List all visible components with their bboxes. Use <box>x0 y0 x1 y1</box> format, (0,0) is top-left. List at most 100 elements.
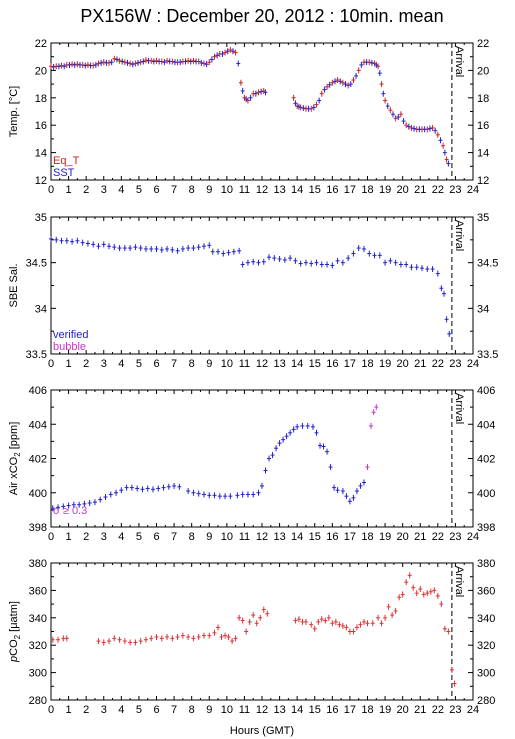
x-tick-label: 16 <box>326 531 338 543</box>
x-tick-label: 18 <box>361 531 373 543</box>
series-eq-t <box>49 46 449 163</box>
x-tick-label: 16 <box>326 184 338 196</box>
x-tick-label: 16 <box>326 704 338 716</box>
y-tick-label-right: 22 <box>477 38 489 50</box>
x-tick-label: 7 <box>171 184 177 196</box>
x-tick-label: 4 <box>118 704 124 716</box>
x-tick-label: 5 <box>136 704 142 716</box>
x-axis-label: Hours (GMT) <box>230 725 294 737</box>
x-tick-label: 14 <box>291 358 303 370</box>
x-tick-label: 9 <box>206 531 212 543</box>
x-tick-label: 18 <box>361 704 373 716</box>
x-tick-label: 17 <box>344 531 356 543</box>
x-tick-label: 12 <box>256 358 268 370</box>
y-tick-label-left: 406 <box>29 385 47 397</box>
series-verified <box>49 235 452 337</box>
x-tick-label: 6 <box>153 358 159 370</box>
x-tick-label: 9 <box>206 358 212 370</box>
y-tick-label-left: 33.5 <box>26 349 47 361</box>
x-tick-label: 13 <box>273 358 285 370</box>
y-tick-label-left: 400 <box>29 488 47 500</box>
x-tick-label: 7 <box>171 531 177 543</box>
x-tick-label: 23 <box>449 358 461 370</box>
x-tick-label: 22 <box>432 531 444 543</box>
y-tick-label-left: 22 <box>35 38 47 50</box>
x-tick-label: 11 <box>239 704 250 716</box>
x-tick-label: 14 <box>291 704 303 716</box>
y-tick-label-right: 400 <box>477 488 495 500</box>
x-tick-label: 1 <box>66 704 72 716</box>
y-tick-label-left: 360 <box>29 585 47 597</box>
y-tick-label-right: 33.5 <box>477 349 498 361</box>
x-tick-label: 6 <box>153 704 159 716</box>
x-tick-label: 18 <box>361 358 373 370</box>
panel-annotation: σ ≥ 0.3 <box>53 505 87 517</box>
y-tick-label-right: 20 <box>477 65 489 77</box>
x-tick-label: 6 <box>153 531 159 543</box>
x-tick-label: 24 <box>467 531 479 543</box>
x-tick-label: 20 <box>397 531 409 543</box>
arrival-label: Arrival <box>453 393 465 424</box>
x-tick-label: 23 <box>449 704 461 716</box>
x-tick-label: 1 <box>66 184 72 196</box>
x-tick-label: 9 <box>206 704 212 716</box>
x-tick-label: 19 <box>379 184 391 196</box>
x-tick-label: 1 <box>66 358 72 370</box>
y-axis-label: Air xCO2 [ppm] <box>8 422 22 496</box>
x-tick-label: 10 <box>221 704 233 716</box>
y-tick-label-left: 380 <box>29 558 47 570</box>
x-tick-label: 13 <box>273 704 285 716</box>
x-tick-label: 14 <box>291 184 303 196</box>
x-tick-label: 6 <box>153 184 159 196</box>
x-tick-label: 8 <box>189 358 195 370</box>
y-tick-label-left: 14 <box>35 148 47 160</box>
x-tick-label: 4 <box>118 184 124 196</box>
plot-frame <box>50 389 474 528</box>
y-tick-label-right: 380 <box>477 558 495 570</box>
legend-entry: SST <box>53 167 75 179</box>
x-tick-label: 20 <box>397 184 409 196</box>
y-tick-label-left: 300 <box>29 668 47 680</box>
x-tick-label: 10 <box>221 358 233 370</box>
x-tick-label: 24 <box>467 358 479 370</box>
x-tick-label: 15 <box>309 704 321 716</box>
x-tick-label: 17 <box>344 704 356 716</box>
panel-4: 0 1 2 3 4 5 6 7 8 9 10 11 12 13 14 15 16 17 18 19 20 21 22 23 24… <box>8 558 495 716</box>
x-tick-label: 11 <box>239 184 250 196</box>
x-tick-label: 15 <box>309 358 321 370</box>
x-tick-label: 14 <box>291 531 303 543</box>
y-tick-label-right: 398 <box>477 522 495 534</box>
plot-frame <box>50 216 474 355</box>
y-tick-label-left: 16 <box>35 120 47 132</box>
y-tick-label-left: 280 <box>29 695 47 707</box>
x-tick-label: 9 <box>206 184 212 196</box>
y-tick-label-right: 14 <box>477 148 489 160</box>
x-tick-label: 2 <box>83 531 89 543</box>
y-tick-label-right: 35 <box>477 212 489 224</box>
x-tick-label: 13 <box>273 531 285 543</box>
chart-title: PX156W : December 20, 2012 : 10min. mean <box>80 6 443 26</box>
x-tick-label: 24 <box>467 704 479 716</box>
x-tick-label: 11 <box>239 358 250 370</box>
x-tick-label: 1 <box>66 531 72 543</box>
x-tick-label: 15 <box>309 531 321 543</box>
x-tick-label: 3 <box>101 531 107 543</box>
chart-panels: 0 1 2 3 4 5 6 7 8 9 10 11 12 13 14 15 16 17 18 19 20 21 22 23 24… <box>8 38 498 716</box>
arrival-label: Arrival <box>453 46 465 77</box>
arrival-label: Arrival <box>453 566 465 597</box>
y-tick-label-left: 34 <box>35 303 47 315</box>
x-tick-label: 15 <box>309 184 321 196</box>
x-tick-label: 7 <box>171 358 177 370</box>
x-tick-label: 18 <box>361 184 373 196</box>
plot-frame <box>50 562 474 701</box>
x-tick-label: 7 <box>171 704 177 716</box>
x-tick-label: 0 <box>48 531 54 543</box>
x-tick-label: 22 <box>432 358 444 370</box>
x-tick-label: 5 <box>136 184 142 196</box>
x-tick-label: 4 <box>118 531 124 543</box>
y-tick-label-left: 35 <box>35 212 47 224</box>
x-tick-label: 17 <box>344 358 356 370</box>
x-tick-label: 8 <box>189 704 195 716</box>
series-bubble <box>365 404 379 471</box>
x-tick-label: 3 <box>101 704 107 716</box>
